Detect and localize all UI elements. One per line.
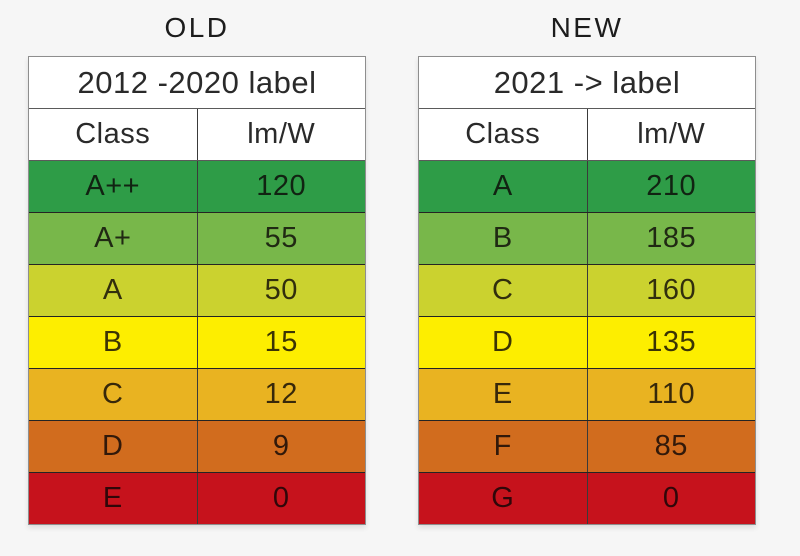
old-class-column-header: Class bbox=[29, 109, 198, 160]
table-row: A 50 bbox=[29, 264, 365, 316]
class-cell: A bbox=[29, 265, 198, 316]
value-cell: 160 bbox=[646, 274, 697, 306]
old-table-rows: A++ 120 A+ 55 A 50 B 15 C 12 D 9 E 0 bbox=[29, 161, 365, 524]
value-cell: 55 bbox=[264, 222, 298, 254]
value-cell: 135 bbox=[646, 326, 697, 358]
new-label-table: 2021 -> label Class lm/W A 210 B 185 C 160 D 13… bbox=[418, 56, 756, 525]
old-lmw-column-header: lm/W bbox=[247, 118, 316, 150]
class-cell: D bbox=[419, 317, 588, 368]
class-cell: B bbox=[29, 317, 198, 368]
class-cell: D bbox=[29, 421, 198, 472]
value-cell: 85 bbox=[654, 430, 688, 462]
table-row: E 110 bbox=[419, 368, 755, 420]
old-table-header: 2012 -2020 label bbox=[29, 57, 365, 109]
value-cell: 185 bbox=[646, 222, 697, 254]
value-cell: 210 bbox=[646, 170, 697, 202]
class-cell: B bbox=[419, 213, 588, 264]
new-table-rows: A 210 B 185 C 160 D 135 E 110 F 85 G 0 bbox=[419, 161, 755, 524]
new-table-title: NEW bbox=[550, 12, 624, 43]
class-cell: C bbox=[29, 369, 198, 420]
class-cell: A bbox=[419, 161, 588, 212]
class-cell: A++ bbox=[29, 161, 198, 212]
new-lmw-column-header: lm/W bbox=[637, 118, 706, 150]
table-row: D 135 bbox=[419, 316, 755, 368]
value-cell: 110 bbox=[647, 378, 696, 410]
value-cell: 120 bbox=[256, 170, 307, 202]
class-cell: A+ bbox=[29, 213, 198, 264]
class-cell: F bbox=[419, 421, 588, 472]
value-cell: 9 bbox=[272, 430, 290, 462]
value-cell: 0 bbox=[272, 482, 290, 514]
table-row: C 160 bbox=[419, 264, 755, 316]
new-column-header-row: Class lm/W bbox=[419, 109, 755, 161]
table-row: F 85 bbox=[419, 420, 755, 472]
table-row: A 210 bbox=[419, 161, 755, 212]
new-label-panel: NEW 2021 -> label Class lm/W A 210 B 185 C 16… bbox=[418, 0, 756, 525]
table-row: C 12 bbox=[29, 368, 365, 420]
table-row: B 185 bbox=[419, 212, 755, 264]
old-table-title: OLD bbox=[164, 12, 230, 43]
old-label-table: 2012 -2020 label Class lm/W A++ 120 A+ 55 A 5… bbox=[28, 56, 366, 525]
value-cell: 50 bbox=[264, 274, 298, 306]
old-label-panel: OLD 2012 -2020 label Class lm/W A++ 120 A+… bbox=[28, 0, 366, 525]
value-cell: 12 bbox=[264, 378, 298, 410]
table-row: A+ 55 bbox=[29, 212, 365, 264]
class-cell: E bbox=[419, 369, 588, 420]
class-cell: G bbox=[419, 473, 588, 524]
value-cell: 0 bbox=[662, 482, 680, 514]
table-row: A++ 120 bbox=[29, 161, 365, 212]
new-class-column-header: Class bbox=[419, 109, 588, 160]
value-cell: 15 bbox=[264, 326, 298, 358]
old-column-header-row: Class lm/W bbox=[29, 109, 365, 161]
new-table-header: 2021 -> label bbox=[419, 57, 755, 109]
class-cell: C bbox=[419, 265, 588, 316]
class-cell: E bbox=[29, 473, 198, 524]
table-row: B 15 bbox=[29, 316, 365, 368]
